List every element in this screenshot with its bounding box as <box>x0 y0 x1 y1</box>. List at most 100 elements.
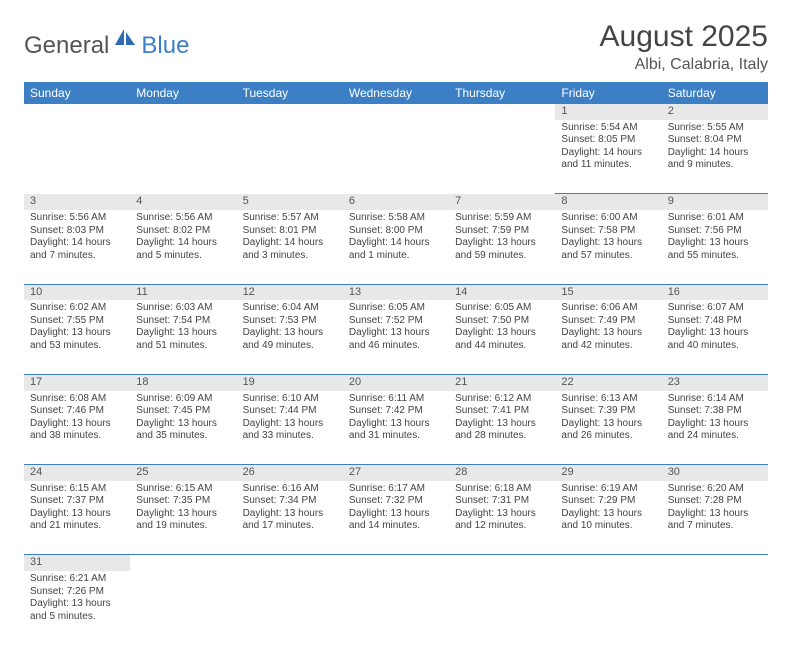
day-cell <box>237 571 343 645</box>
daylight2-text: and 28 minutes. <box>455 430 549 443</box>
day-number-cell <box>130 104 236 120</box>
day-cell <box>662 571 768 645</box>
sunrise-text: Sunrise: 6:21 AM <box>30 573 124 586</box>
day-content-row: Sunrise: 5:54 AMSunset: 8:05 PMDaylight:… <box>24 120 768 194</box>
sunrise-text: Sunrise: 6:03 AM <box>136 302 230 315</box>
day-cell <box>237 120 343 194</box>
day-number-cell: 6 <box>343 194 449 210</box>
sunrise-text: Sunrise: 6:16 AM <box>243 483 337 496</box>
sunrise-text: Sunrise: 6:13 AM <box>561 393 655 406</box>
sunset-text: Sunset: 7:39 PM <box>561 405 655 418</box>
daylight2-text: and 12 minutes. <box>455 520 549 533</box>
day-number-cell: 5 <box>237 194 343 210</box>
day-cell: Sunrise: 6:05 AMSunset: 7:50 PMDaylight:… <box>449 300 555 374</box>
daylight2-text: and 5 minutes. <box>136 250 230 263</box>
weekday-header: Saturday <box>662 82 768 104</box>
day-number-cell: 7 <box>449 194 555 210</box>
sail-icon <box>113 27 137 52</box>
sunset-text: Sunset: 7:42 PM <box>349 405 443 418</box>
daylight2-text: and 5 minutes. <box>30 611 124 624</box>
daylight2-text: and 7 minutes. <box>668 520 762 533</box>
day-cell <box>130 571 236 645</box>
sunrise-text: Sunrise: 6:05 AM <box>455 302 549 315</box>
day-content-row: Sunrise: 6:15 AM Sunset: 7:37 PM Daylight:… <box>24 481 768 555</box>
daylight2-text: and 49 minutes. <box>243 340 337 353</box>
sunset-text: Sunset: 8:00 PM <box>349 225 443 238</box>
daylight2-text: and 9 minutes. <box>668 159 762 172</box>
day-number-cell <box>237 104 343 120</box>
sunrise-text: Sunrise: 5:57 AM <box>243 212 337 225</box>
sunrise-text: Sunrise: 6:11 AM <box>349 393 443 406</box>
sunset-text: Sunset: 8:03 PM <box>30 225 124 238</box>
page: General Blue August 2025 Albi, Calabria,… <box>0 0 792 665</box>
weekday-header: Wednesday <box>343 82 449 104</box>
sunset-text: Sunset: 7:31 PM <box>455 495 549 508</box>
day-number-cell <box>449 104 555 120</box>
day-number-cell <box>555 555 661 571</box>
daylight1-text: Daylight: 13 hours <box>455 418 549 431</box>
day-content-row: Sunrise: 6:08 AMSunset: 7:46 PMDaylight:… <box>24 391 768 465</box>
day-cell: Sunrise: 5:59 AMSunset: 7:59 PMDaylight:… <box>449 210 555 284</box>
daylight1-text: Daylight: 14 hours <box>561 147 655 160</box>
daylight2-text: and 1 minute. <box>349 250 443 263</box>
sunset-text: Sunset: 7:50 PM <box>455 315 549 328</box>
daylight1-text: Daylight: 13 hours <box>561 237 655 250</box>
sunrise-text: Sunrise: 6:15 AM <box>136 483 230 496</box>
day-number-row: 12 <box>24 104 768 120</box>
day-number-cell: 11 <box>130 284 236 300</box>
day-number-cell <box>343 104 449 120</box>
day-number-cell: 17 <box>24 374 130 390</box>
day-number-cell: 31 <box>24 555 130 571</box>
day-number-cell: 4 <box>130 194 236 210</box>
day-number-row: 17181920212223 <box>24 374 768 390</box>
day-number-cell <box>237 555 343 571</box>
sunset-text: Sunset: 7:41 PM <box>455 405 549 418</box>
calendar-table: SundayMondayTuesdayWednesdayThursdayFrid… <box>24 82 768 645</box>
daylight1-text: Daylight: 13 hours <box>136 508 230 521</box>
sunset-text: Sunset: 7:45 PM <box>136 405 230 418</box>
day-number-cell: 9 <box>662 194 768 210</box>
sunset-text: Sunset: 7:58 PM <box>561 225 655 238</box>
day-cell: Sunrise: 5:54 AMSunset: 8:05 PMDaylight:… <box>555 120 661 194</box>
daylight2-text: and 19 minutes. <box>136 520 230 533</box>
daylight1-text: Daylight: 14 hours <box>668 147 762 160</box>
day-number-cell: 30 <box>662 465 768 481</box>
sunset-text: Sunset: 7:35 PM <box>136 495 230 508</box>
sunrise-text: Sunrise: 6:02 AM <box>30 302 124 315</box>
sunrise-text: Sunrise: 6:04 AM <box>243 302 337 315</box>
sunset-text: Sunset: 8:04 PM <box>668 134 762 147</box>
logo-text-general: General <box>24 32 109 60</box>
sunset-text: Sunset: 7:37 PM <box>30 495 124 508</box>
day-number-cell <box>24 104 130 120</box>
day-cell: Sunrise: 5:56 AMSunset: 8:03 PMDaylight:… <box>24 210 130 284</box>
sunset-text: Sunset: 7:48 PM <box>668 315 762 328</box>
location-text: Albi, Calabria, Italy <box>600 56 768 74</box>
day-cell: Sunrise: 6:19 AMSunset: 7:29 PMDaylight:… <box>555 481 661 555</box>
logo: General Blue <box>24 20 189 60</box>
day-cell: Sunrise: 6:21 AMSunset: 7:26 PMDaylight:… <box>24 571 130 645</box>
day-cell: Sunrise: 6:12 AMSunset: 7:41 PMDaylight:… <box>449 391 555 465</box>
day-number-cell: 21 <box>449 374 555 390</box>
sunset-text: Sunset: 8:02 PM <box>136 225 230 238</box>
sunset-text: Sunset: 7:53 PM <box>243 315 337 328</box>
sunset-text: Sunset: 7:59 PM <box>455 225 549 238</box>
day-number-cell: 19 <box>237 374 343 390</box>
daylight1-text: Daylight: 13 hours <box>30 327 124 340</box>
sunrise-text: Sunrise: 5:56 AM <box>30 212 124 225</box>
day-cell: Sunrise: 6:01 AMSunset: 7:56 PMDaylight:… <box>662 210 768 284</box>
daylight1-text: Daylight: 13 hours <box>455 327 549 340</box>
weekday-header: Thursday <box>449 82 555 104</box>
sunset-text: Sunset: 7:56 PM <box>668 225 762 238</box>
daylight2-text: and 7 minutes. <box>30 250 124 263</box>
sunset-text: Sunset: 7:38 PM <box>668 405 762 418</box>
day-number-row: 10111213141516 <box>24 284 768 300</box>
sunrise-text: Sunrise: 6:00 AM <box>561 212 655 225</box>
sunset-text: Sunset: 7:46 PM <box>30 405 124 418</box>
daylight2-text: and 21 minutes. <box>30 520 124 533</box>
day-cell: Sunrise: 6:14 AMSunset: 7:38 PMDaylight:… <box>662 391 768 465</box>
day-cell: Sunrise: 6:08 AMSunset: 7:46 PMDaylight:… <box>24 391 130 465</box>
sunrise-text: Sunrise: 6:06 AM <box>561 302 655 315</box>
daylight2-text: and 17 minutes. <box>243 520 337 533</box>
day-cell: Sunrise: 5:57 AMSunset: 8:01 PMDaylight:… <box>237 210 343 284</box>
daylight1-text: Daylight: 13 hours <box>243 508 337 521</box>
